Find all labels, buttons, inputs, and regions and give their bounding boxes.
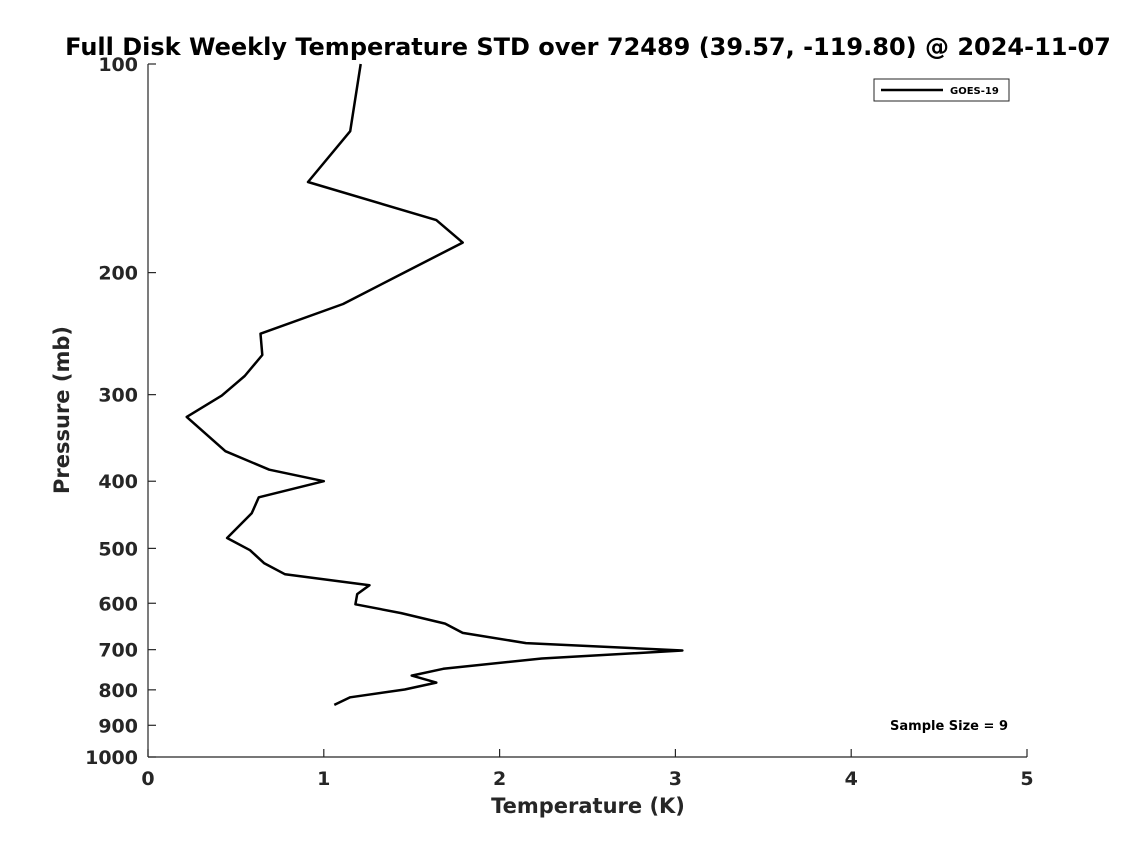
- y-tick-label: 900: [98, 715, 138, 737]
- y-tick-label: 100: [98, 54, 138, 76]
- x-tick-label: 2: [493, 768, 506, 790]
- data-series: [185, 63, 684, 707]
- y-axis-label: Pressure (mb): [50, 326, 74, 494]
- y-tick-label: 1000: [85, 747, 138, 769]
- y-axis-ticks: 100 200 300 400 500 600 700 800 900 1000: [85, 54, 156, 769]
- axes: [147, 64, 1027, 758]
- y-tick-label: 400: [98, 471, 138, 493]
- legend: GOES-19: [873, 78, 1010, 102]
- x-tick-label: 3: [669, 768, 682, 790]
- y-tick-label: 200: [98, 263, 138, 285]
- y-tick-label: 300: [98, 385, 138, 407]
- sample-size-annotation: Sample Size = 9: [890, 719, 1008, 734]
- y-tick-label: 500: [98, 538, 138, 560]
- x-tick-label: 4: [845, 768, 858, 790]
- series-line-goes-19: [185, 63, 684, 707]
- x-tick-label: 0: [141, 768, 154, 790]
- y-tick-label: 700: [98, 640, 138, 662]
- x-tick-label: 1: [317, 768, 330, 790]
- x-tick-label: 5: [1020, 768, 1033, 790]
- y-tick-label: 800: [98, 680, 138, 702]
- legend-entry-label: GOES-19: [950, 86, 999, 97]
- y-tick-label: 600: [98, 593, 138, 615]
- x-axis-label: Temperature (K): [491, 794, 685, 818]
- chart-title: Full Disk Weekly Temperature STD over 72…: [65, 33, 1111, 61]
- x-axis-ticks: 0 1 2 3 4 5: [141, 749, 1034, 790]
